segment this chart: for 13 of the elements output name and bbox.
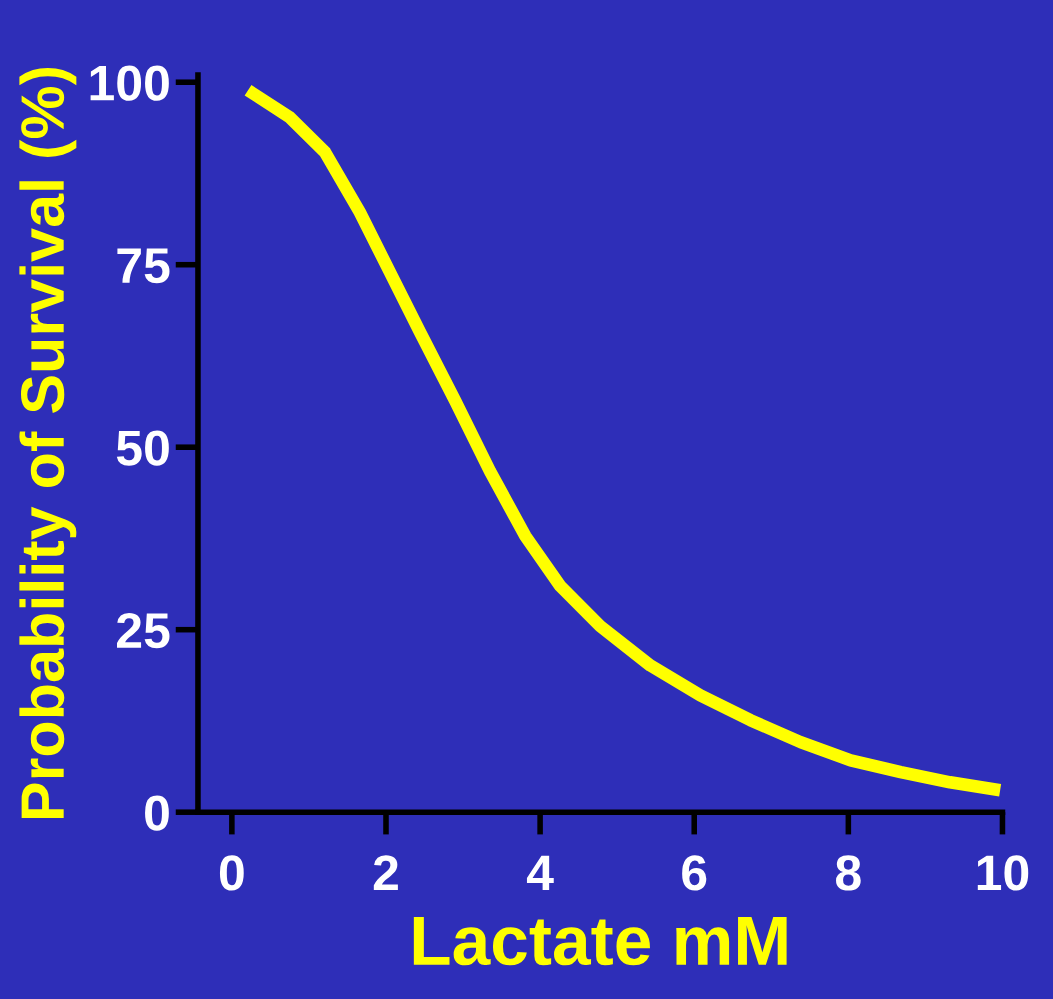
y-tick-label: 0 (145, 795, 169, 831)
x-axis-title: Lactate mM (413, 916, 787, 966)
y-tick-label: 50 (116, 430, 169, 466)
x-tick-label: 6 (682, 855, 707, 891)
x-tick-label: 0 (219, 855, 244, 891)
y-axis-title: Probability of Survival (%) (19, 67, 77, 819)
y-tick-label: 100 (90, 65, 169, 101)
x-tick-label: 8 (836, 855, 861, 891)
y-tick-label: 75 (117, 248, 170, 284)
x-tick-label: 4 (526, 855, 554, 891)
x-tick-label: 2 (373, 855, 398, 891)
y-tick-label: 25 (117, 612, 170, 649)
x-tick-label: 10 (977, 855, 1029, 891)
